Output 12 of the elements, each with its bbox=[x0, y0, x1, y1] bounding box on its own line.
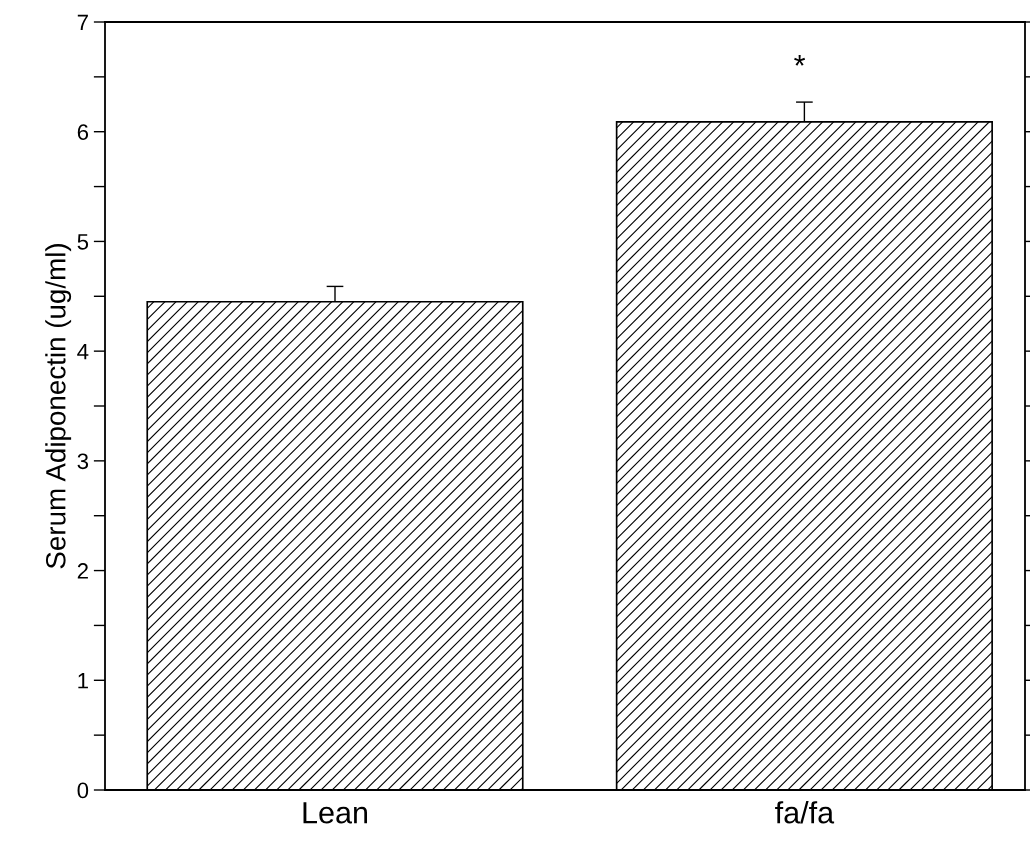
y-axis-title: Serum Adiponectin (ug/ml) bbox=[45, 244, 72, 569]
x-tick-label: Lean bbox=[303, 802, 368, 824]
y-tick-label: 6 bbox=[77, 124, 89, 140]
y-tick-label: 1 bbox=[78, 673, 88, 689]
y-tick-label: 2 bbox=[77, 563, 88, 579]
y-tick-label: 0 bbox=[77, 782, 89, 799]
annotation: * bbox=[794, 54, 806, 66]
y-tick-label: 7 bbox=[77, 14, 88, 31]
y-tick-label: 5 bbox=[77, 234, 89, 250]
y-tick-label: 4 bbox=[77, 343, 89, 360]
y-tick-label: 3 bbox=[77, 453, 89, 470]
x-tick-label: fa/fa bbox=[775, 801, 835, 824]
